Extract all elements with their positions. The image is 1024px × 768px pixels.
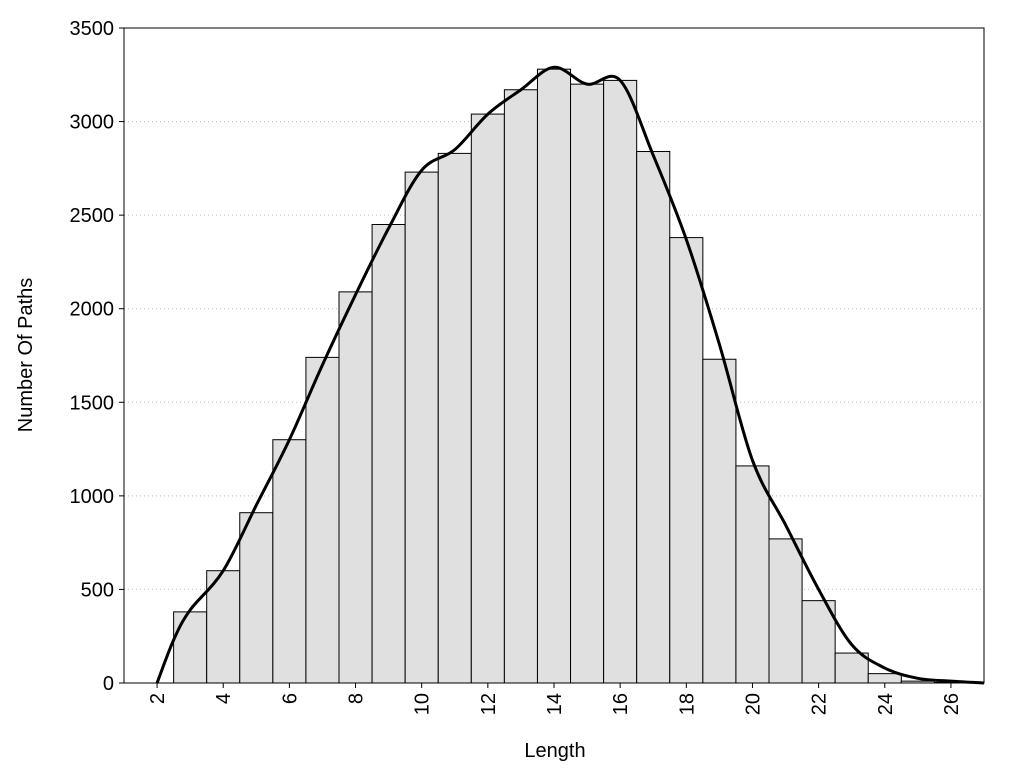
- bar: [801, 600, 836, 684]
- plot-frame: [123, 27, 985, 684]
- x-tick-label: 16: [610, 693, 632, 715]
- y-tick-label: 0: [103, 673, 114, 695]
- bar: [768, 538, 803, 684]
- x-tick-label: 4: [213, 693, 235, 704]
- bar: [867, 673, 902, 684]
- x-tick-label: 8: [346, 693, 368, 704]
- bar: [536, 68, 572, 684]
- bar: [636, 151, 671, 684]
- bar: [272, 439, 307, 684]
- y-axis-label: Number Of Paths: [15, 278, 37, 433]
- bar: [206, 570, 241, 684]
- bar: [239, 512, 274, 684]
- bar: [570, 83, 605, 684]
- bar: [603, 79, 638, 684]
- y-tick-label: 1500: [70, 392, 115, 414]
- x-tick-label: 20: [742, 693, 764, 715]
- y-tick-label: 3500: [70, 18, 115, 40]
- x-tick-label: 26: [941, 693, 963, 715]
- y-tick-label: 3000: [70, 112, 115, 134]
- y-tick-label: 1000: [70, 486, 115, 508]
- y-tick-label: 500: [81, 579, 114, 601]
- bar: [437, 152, 472, 684]
- x-tick-label: 2: [147, 693, 169, 704]
- x-tick-label: 24: [875, 693, 897, 715]
- bar: [173, 611, 208, 684]
- y-tick-label: 2000: [70, 299, 115, 321]
- bar: [305, 356, 340, 684]
- x-tick-label: 12: [478, 693, 500, 715]
- bar: [669, 237, 704, 684]
- bar: [503, 89, 538, 684]
- bar: [338, 291, 373, 684]
- x-axis-label: Length: [524, 740, 585, 762]
- bar: [470, 113, 505, 684]
- x-tick-label: 10: [412, 693, 434, 715]
- x-tick-label: 14: [544, 693, 566, 715]
- x-tick-label: 6: [279, 693, 301, 704]
- x-tick-label: 22: [809, 693, 831, 715]
- bar: [404, 171, 439, 684]
- bar: [702, 358, 737, 684]
- y-tick-label: 2500: [70, 205, 115, 227]
- x-tick-label: 18: [676, 693, 698, 715]
- density-curve: [155, 65, 985, 685]
- bar: [735, 465, 770, 684]
- bar: [371, 224, 406, 684]
